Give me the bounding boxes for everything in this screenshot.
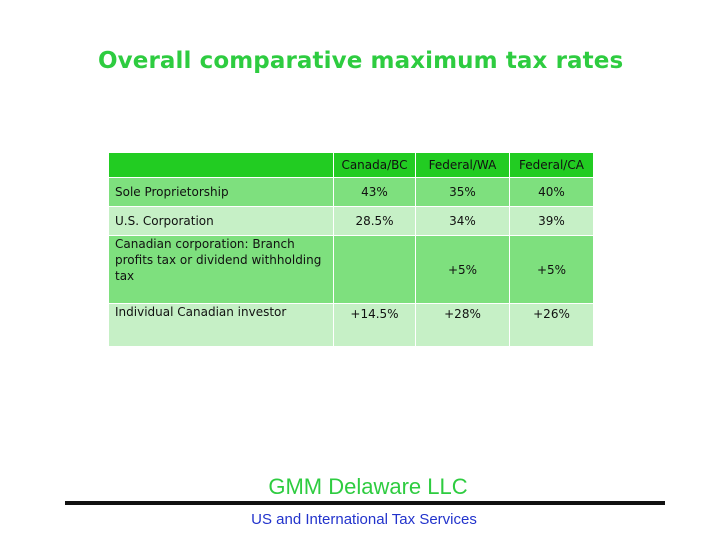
row-label: U.S. Corporation [108, 206, 334, 236]
row-value: 28.5% [333, 206, 416, 236]
row-value: 43% [333, 177, 416, 207]
header-cell-federal-wa: Federal/WA [415, 152, 510, 178]
row-value: +5% [415, 235, 510, 304]
row-value: +5% [509, 235, 594, 304]
slide-title: Overall comparative maximum tax rates [98, 48, 624, 74]
header-cell-empty [108, 152, 334, 178]
company-name: GMM Delaware LLC [268, 474, 468, 499]
row-value: 35% [415, 177, 510, 207]
row-label: Sole Proprietorship [108, 177, 334, 207]
footer-divider [65, 501, 665, 505]
row-value: 39% [509, 206, 594, 236]
row-value: +26% [509, 303, 594, 347]
row-value: +14.5% [333, 303, 416, 347]
row-value [333, 235, 416, 304]
table-header-row: Canada/BC Federal/WA Federal/CA [108, 152, 594, 178]
header-cell-canada-bc: Canada/BC [333, 152, 416, 178]
row-label: Canadian corporation: Branch profits tax… [108, 235, 334, 304]
company-tagline: US and International Tax Services [251, 511, 477, 528]
row-value: +28% [415, 303, 510, 347]
row-label: Individual Canadian investor [108, 303, 334, 347]
table-row: Canadian corporation: Branch profits tax… [108, 235, 594, 304]
table-row: U.S. Corporation 28.5% 34% 39% [108, 206, 594, 236]
tax-rate-table: Canada/BC Federal/WA Federal/CA Sole Pro… [108, 152, 594, 347]
header-cell-federal-ca: Federal/CA [509, 152, 594, 178]
row-value: 40% [509, 177, 594, 207]
table-row: Sole Proprietorship 43% 35% 40% [108, 177, 594, 207]
table-row: Individual Canadian investor +14.5% +28%… [108, 303, 594, 347]
row-value: 34% [415, 206, 510, 236]
